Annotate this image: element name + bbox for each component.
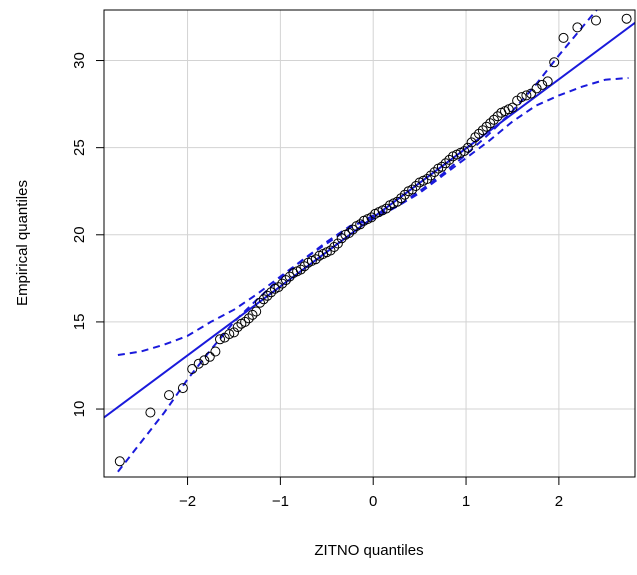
reference-line xyxy=(104,21,635,419)
data-point xyxy=(422,174,433,184)
data-point xyxy=(436,161,447,172)
data-point xyxy=(526,88,536,99)
data-point xyxy=(114,456,125,467)
envelope-lower xyxy=(117,77,629,473)
y-tick-label: 20 xyxy=(71,226,88,243)
x-axis-title: ZITNO quantiles xyxy=(314,542,423,559)
y-tick-label: 15 xyxy=(71,314,88,331)
data-point xyxy=(277,278,288,289)
y-tick-label: 10 xyxy=(71,401,88,418)
data-point xyxy=(193,358,204,369)
data-point xyxy=(325,245,336,256)
data-point xyxy=(145,407,156,418)
data-point xyxy=(347,224,358,235)
data-point xyxy=(485,118,496,129)
data-point xyxy=(164,390,174,401)
data-point xyxy=(232,322,243,333)
data-point xyxy=(462,142,473,153)
data-point xyxy=(240,316,251,327)
data-point xyxy=(299,261,310,272)
data-point xyxy=(284,271,295,282)
data-point xyxy=(243,313,254,324)
data-point xyxy=(258,294,269,305)
y-tick-label: 30 xyxy=(71,52,88,69)
data-point xyxy=(396,193,407,204)
data-point xyxy=(281,275,291,286)
y-tick-label: 25 xyxy=(71,139,88,156)
data-points xyxy=(114,13,632,467)
data-point xyxy=(477,125,488,136)
data-point xyxy=(440,158,451,169)
data-point xyxy=(470,132,481,143)
data-point xyxy=(531,83,542,94)
x-axis: −2 −1 0 1 2 xyxy=(179,477,563,510)
data-point xyxy=(466,137,477,148)
data-point xyxy=(255,297,265,308)
data-point xyxy=(507,102,518,113)
data-point xyxy=(429,167,440,178)
data-point xyxy=(336,233,347,244)
data-point xyxy=(187,364,198,374)
data-point xyxy=(591,15,601,26)
data-point xyxy=(537,79,548,90)
data-point xyxy=(224,329,235,340)
data-point xyxy=(310,254,321,265)
data-point xyxy=(425,170,436,181)
data-point xyxy=(199,355,210,366)
x-tick-label: −1 xyxy=(272,493,289,510)
data-point xyxy=(407,184,418,195)
data-point xyxy=(399,189,410,200)
data-point xyxy=(204,351,215,362)
data-point xyxy=(273,282,284,293)
data-point xyxy=(262,290,273,301)
confidence-envelope xyxy=(117,10,629,473)
data-point xyxy=(355,219,366,230)
data-point xyxy=(521,90,532,101)
data-point xyxy=(295,264,306,275)
data-point xyxy=(266,287,277,298)
x-tick-label: 0 xyxy=(369,493,377,510)
data-point xyxy=(558,32,569,43)
data-point xyxy=(381,203,392,214)
data-point xyxy=(572,22,583,33)
data-point xyxy=(344,228,355,238)
grid xyxy=(104,10,635,477)
data-point xyxy=(474,128,484,139)
data-point xyxy=(229,327,239,338)
plot-frame xyxy=(103,9,636,478)
data-point xyxy=(549,57,560,68)
x-tick-label: −2 xyxy=(179,493,196,510)
data-point xyxy=(366,212,377,223)
data-point xyxy=(492,111,503,122)
y-axis-title: Empirical quantiles xyxy=(14,180,31,306)
data-point xyxy=(329,242,340,252)
data-point xyxy=(444,154,455,165)
data-point xyxy=(210,346,221,357)
data-point xyxy=(177,383,188,394)
data-point xyxy=(247,309,258,320)
data-point xyxy=(542,76,553,87)
data-point xyxy=(251,306,262,317)
data-point xyxy=(332,238,343,249)
reference-line-layer xyxy=(104,21,635,419)
x-tick-label: 1 xyxy=(462,493,470,510)
data-point xyxy=(516,92,527,103)
data-point xyxy=(410,181,421,191)
data-point xyxy=(488,114,499,125)
y-axis: 10 15 20 25 30 xyxy=(71,52,104,417)
data-point xyxy=(215,334,225,345)
data-point xyxy=(459,146,470,157)
x-tick-label: 2 xyxy=(555,493,563,510)
data-point xyxy=(481,121,492,132)
data-point xyxy=(621,13,632,24)
envelope-upper xyxy=(117,10,598,356)
data-point xyxy=(392,196,403,207)
